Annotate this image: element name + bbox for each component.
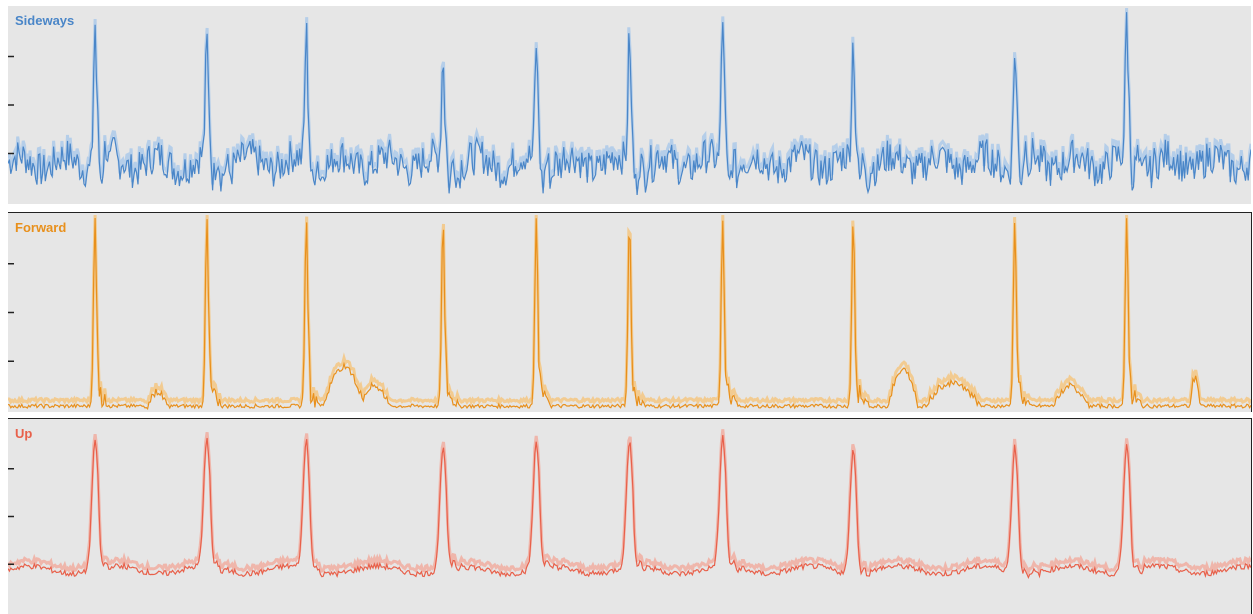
forward-label: Forward <box>15 220 67 235</box>
series-line <box>8 434 1251 580</box>
sideways-panel: Sideways <box>8 6 1251 204</box>
series-line <box>8 12 1251 196</box>
sideways-label: Sideways <box>15 13 75 28</box>
forward-panel: Forward <box>8 212 1252 412</box>
forward-chart <box>8 214 1251 410</box>
series-band <box>8 214 1251 407</box>
up-label: Up <box>15 426 33 441</box>
sideways-chart <box>8 7 1251 196</box>
series-line <box>8 217 1251 410</box>
series-band <box>8 429 1251 576</box>
up-panel: Up <box>8 418 1252 614</box>
up-chart <box>8 429 1251 580</box>
